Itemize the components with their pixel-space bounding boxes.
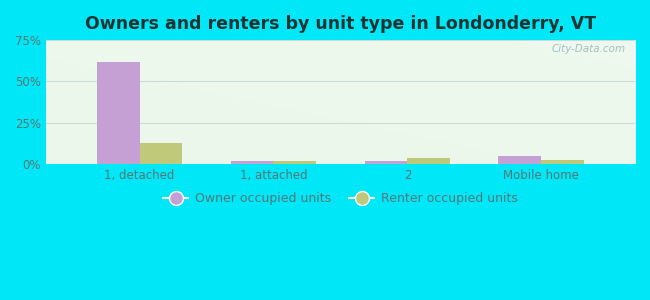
Bar [541,160,584,164]
Bar [140,143,183,164]
Bar [499,156,541,164]
Bar [365,161,408,164]
Bar [274,161,317,164]
Bar [97,61,140,164]
Text: City-Data.com: City-Data.com [552,44,626,54]
Legend: Owner occupied units, Renter occupied units: Owner occupied units, Renter occupied un… [159,187,523,210]
Title: Owners and renters by unit type in Londonderry, VT: Owners and renters by unit type in Londo… [85,15,596,33]
Bar [231,161,274,164]
Bar [408,158,450,164]
